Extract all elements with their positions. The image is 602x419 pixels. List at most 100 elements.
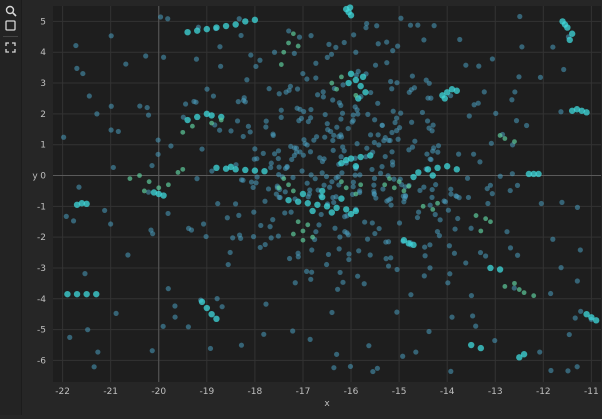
zoom-tool[interactable] [3,4,18,18]
data-point [227,249,233,256]
data-point [275,155,281,162]
x-tick-label: -21 [103,387,118,397]
data-point [193,56,200,62]
data-point [559,199,565,205]
data-point [336,133,342,140]
x-tick-label: -11 [584,387,599,397]
data-point [446,243,452,249]
cluster-point [286,182,291,188]
cluster-point [343,156,350,164]
data-point [347,363,354,370]
data-point [335,286,341,292]
data-point [296,34,303,40]
data-point [367,132,374,138]
cluster-point [295,219,301,225]
data-point [185,324,191,330]
data-point [331,199,337,206]
data-point [445,280,451,286]
data-point [574,204,581,210]
cluster-point [73,290,81,298]
cluster-point [285,196,292,204]
cluster-point [400,237,408,244]
cluster-point [175,170,181,175]
data-point [257,57,263,63]
data-point [407,22,414,28]
cluster-point [323,203,331,210]
data-point [265,186,272,192]
cluster-point [435,200,440,206]
data-point [324,121,330,127]
data-point [362,219,368,225]
data-point [424,118,431,124]
y-tick-label: -5 [37,326,46,336]
cluster-point [535,170,542,178]
data-point [234,118,241,124]
cluster-point [222,22,230,30]
data-point [313,60,319,66]
cluster-point [443,89,451,96]
data-point [382,153,388,160]
data-point [275,148,282,154]
data-point [375,100,381,106]
data-point [409,144,416,150]
data-point [466,113,472,119]
data-point [304,76,310,82]
data-point [371,175,378,181]
cluster-point [420,203,426,209]
scatter-plot[interactable]: -22 -21 -20 -19 -18 -17 -16 -15 -14 -13 -12 -11-6-5… [21,0,602,415]
data-point [340,82,346,88]
cluster-point [198,298,206,306]
data-point [323,261,330,268]
data-point [304,142,310,148]
data-point [271,49,278,55]
cluster-point [347,12,355,19]
cluster-point [137,173,142,178]
data-point [254,156,260,162]
data-point [320,89,326,95]
data-point [361,281,367,287]
data-point [356,248,362,254]
data-point [477,249,484,256]
x-tick-label: -15 [392,387,407,397]
data-point [431,23,437,29]
cluster-point [496,266,504,273]
y-tick-label: 0 [40,172,46,182]
x-tick-label: -20 [151,387,166,397]
cluster-point [300,228,306,234]
box-select-tool[interactable] [3,18,18,32]
data-point [456,151,462,157]
data-point [468,292,475,299]
data-point [509,171,515,177]
data-point [150,231,156,237]
cluster-point [520,351,528,358]
data-point [86,93,92,99]
data-point [427,265,433,271]
cluster-point [401,188,407,194]
data-point [73,42,79,49]
reset-view-tool[interactable] [3,40,18,54]
data-point [333,44,339,50]
data-point [428,156,434,163]
data-point [309,269,315,275]
data-point [537,74,544,80]
data-point [330,137,336,144]
data-points [61,4,600,375]
data-point [336,246,342,252]
data-point [352,104,358,110]
plot-area[interactable] [53,6,601,382]
data-point [350,112,356,118]
data-point [143,53,149,59]
data-point [188,227,195,233]
cluster-point [300,237,306,243]
data-point [389,86,395,92]
data-point [516,74,522,80]
data-point [372,117,378,123]
data-point [334,124,340,130]
data-point [91,364,97,370]
data-point [287,83,294,89]
data-point [353,49,359,55]
data-point [395,136,401,142]
data-point [278,107,284,113]
data-point [204,86,210,92]
data-point [304,180,310,186]
